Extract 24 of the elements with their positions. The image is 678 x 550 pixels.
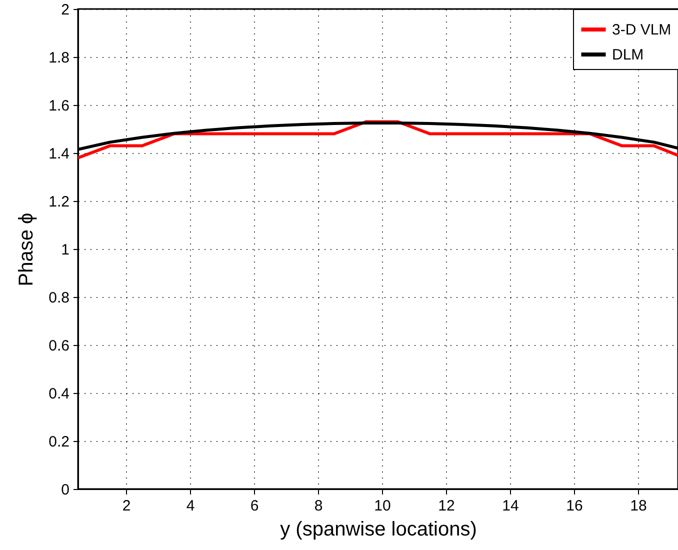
y-axis-title: Phase ϕ [16,212,38,286]
y-tick-label: 0 [61,482,70,498]
x-axis-title: y (spanwise locations) [280,518,477,540]
x-tick-label: 4 [186,498,195,514]
y-tick-label: 1.6 [48,98,70,114]
x-tick-label: 6 [250,498,259,514]
x-tick-label: 18 [630,498,647,514]
x-tick-label: 8 [314,498,323,514]
x-tick-label: 2 [122,498,131,514]
x-tick-label: 10 [374,498,391,514]
y-tick-label: 0.8 [48,290,70,306]
x-tick-label: 16 [566,498,583,514]
legend-label: DLM [612,46,644,64]
y-tick-label: 1.4 [48,146,70,162]
legend-label: 3-D VLM [612,22,672,38]
y-tick-label: 0.2 [48,434,70,450]
y-tick-label: 1.8 [48,50,70,66]
x-tick-label: 12 [438,498,455,514]
y-tick-label: 2 [61,2,70,18]
y-tick-label: 1 [61,242,70,258]
y-tick-label: 1.2 [48,194,70,210]
x-tick-label: 14 [502,498,519,514]
y-tick-label: 0.6 [48,338,70,354]
y-tick-label: 0.4 [48,386,70,402]
